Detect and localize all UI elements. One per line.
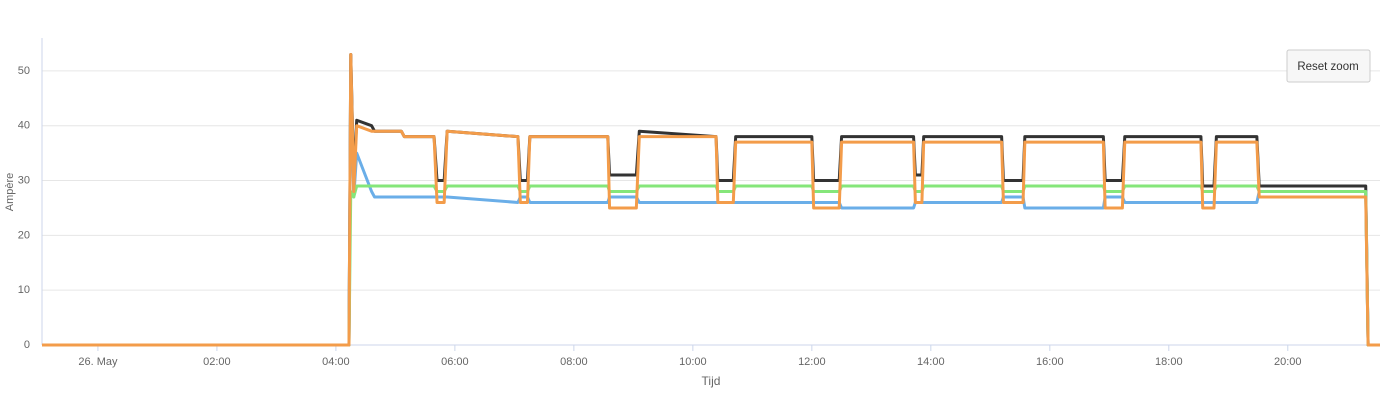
x-tick-label: 10:00 xyxy=(679,356,707,368)
x-tick-label: 18:00 xyxy=(1155,356,1183,368)
y-axis-title: Ampère xyxy=(4,173,16,212)
x-axis-title: Tijd xyxy=(702,374,721,388)
x-tick-label: 08:00 xyxy=(560,356,588,368)
x-tick-label: 26. May xyxy=(78,356,118,368)
x-tick-label: 02:00 xyxy=(203,356,231,368)
series-line xyxy=(42,52,1380,347)
y-tick-label: 40 xyxy=(18,120,30,132)
x-tick-label: 04:00 xyxy=(322,356,350,368)
x-tick-label: 14:00 xyxy=(917,356,945,368)
y-tick-label: 30 xyxy=(18,174,30,186)
x-tick-label: 16:00 xyxy=(1036,356,1064,368)
button-frame[interactable] xyxy=(1286,49,1371,83)
series-line xyxy=(42,52,1380,347)
reset-zoom-button[interactable]: Reset zoom xyxy=(1286,49,1371,83)
series-line xyxy=(42,69,1380,347)
x-tick-label: 20:00 xyxy=(1274,356,1302,368)
series-line xyxy=(42,184,1380,347)
x-tick-label: 12:00 xyxy=(798,356,826,368)
y-tick-label: 50 xyxy=(18,65,30,77)
y-tick-label: 20 xyxy=(18,229,30,241)
y-tick-label: 10 xyxy=(18,284,30,296)
button-label[interactable]: Reset zoom xyxy=(1297,61,1358,73)
x-tick-label: 06:00 xyxy=(441,356,469,368)
y-tick-label: 0 xyxy=(24,339,30,351)
